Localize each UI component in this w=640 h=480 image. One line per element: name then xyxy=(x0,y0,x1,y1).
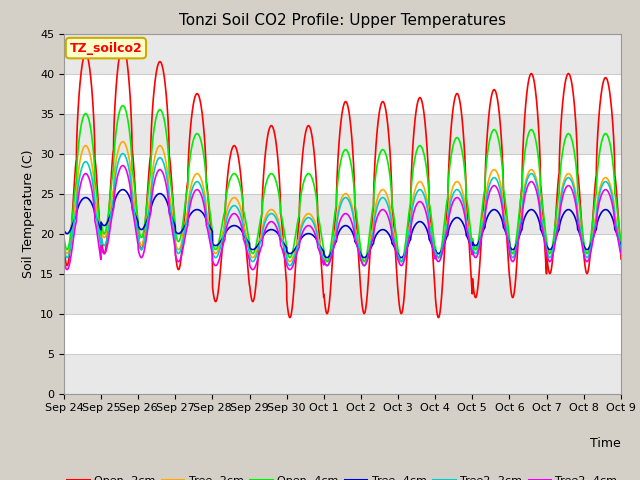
Bar xyxy=(64,114,621,154)
Open -4cm xyxy=(248,250,255,256)
Tree -2cm xyxy=(120,139,127,145)
Line: Tree2 -4cm: Tree2 -4cm xyxy=(64,166,640,270)
Open -2cm xyxy=(119,43,127,48)
Line: Open -4cm: Open -4cm xyxy=(64,106,640,262)
Tree2 -2cm xyxy=(286,263,294,268)
Open -2cm xyxy=(574,172,582,178)
Line: Tree -4cm: Tree -4cm xyxy=(64,190,640,258)
Tree2 -4cm xyxy=(574,221,582,227)
Line: Open -2cm: Open -2cm xyxy=(64,46,640,318)
Line: Tree2 -2cm: Tree2 -2cm xyxy=(64,154,640,265)
Tree2 -2cm xyxy=(541,234,548,240)
Tree2 -2cm xyxy=(397,259,405,264)
Open -2cm xyxy=(248,297,255,302)
Tree -2cm xyxy=(60,241,68,247)
Tree2 -2cm xyxy=(574,215,582,221)
Open -4cm xyxy=(60,234,68,240)
Open -4cm xyxy=(541,220,548,226)
Tree2 -4cm xyxy=(397,263,405,268)
Tree -2cm xyxy=(286,259,294,264)
Tree -2cm xyxy=(119,139,127,144)
Tree2 -4cm xyxy=(248,266,256,272)
Tree -4cm xyxy=(120,187,127,192)
Y-axis label: Soil Temperature (C): Soil Temperature (C) xyxy=(22,149,35,278)
Tree2 -2cm xyxy=(60,246,68,252)
Tree2 -2cm xyxy=(120,151,127,156)
Open -4cm xyxy=(120,103,127,109)
Bar xyxy=(64,193,621,234)
Tree -2cm xyxy=(397,259,405,264)
Tree -4cm xyxy=(323,255,331,261)
Open -4cm xyxy=(397,259,405,264)
Open -4cm xyxy=(574,192,582,197)
Tree -4cm xyxy=(60,228,68,233)
Text: TZ_soilco2: TZ_soilco2 xyxy=(70,42,142,55)
Tree2 -4cm xyxy=(63,267,71,273)
Open -2cm xyxy=(60,243,68,249)
Line: Tree -2cm: Tree -2cm xyxy=(64,142,640,262)
Tree -4cm xyxy=(119,187,127,192)
Open -2cm xyxy=(286,315,294,321)
Open -2cm xyxy=(397,311,405,316)
Open -4cm xyxy=(119,103,127,108)
Tree -4cm xyxy=(574,227,582,233)
Tree2 -2cm xyxy=(119,151,127,156)
Tree2 -4cm xyxy=(119,163,127,168)
Bar xyxy=(64,34,621,73)
Tree2 -4cm xyxy=(120,163,127,169)
Tree -4cm xyxy=(541,237,548,242)
Text: Time: Time xyxy=(590,437,621,450)
Title: Tonzi Soil CO2 Profile: Upper Temperatures: Tonzi Soil CO2 Profile: Upper Temperatur… xyxy=(179,13,506,28)
Tree2 -4cm xyxy=(60,258,68,264)
Tree -4cm xyxy=(397,255,405,261)
Open -4cm xyxy=(323,259,331,264)
Tree2 -2cm xyxy=(248,258,255,264)
Tree2 -4cm xyxy=(541,239,548,244)
Tree -2cm xyxy=(541,230,548,236)
Tree -4cm xyxy=(248,247,255,252)
Tree -2cm xyxy=(248,254,255,260)
Bar xyxy=(64,274,621,313)
Tree -2cm xyxy=(574,211,582,217)
Bar xyxy=(64,354,621,394)
Open -2cm xyxy=(120,43,127,49)
Open -2cm xyxy=(541,239,548,244)
Legend: Open -2cm, Tree -2cm, Open -4cm, Tree -4cm, Tree2 -2cm, Tree2 -4cm: Open -2cm, Tree -2cm, Open -4cm, Tree -4… xyxy=(63,471,622,480)
